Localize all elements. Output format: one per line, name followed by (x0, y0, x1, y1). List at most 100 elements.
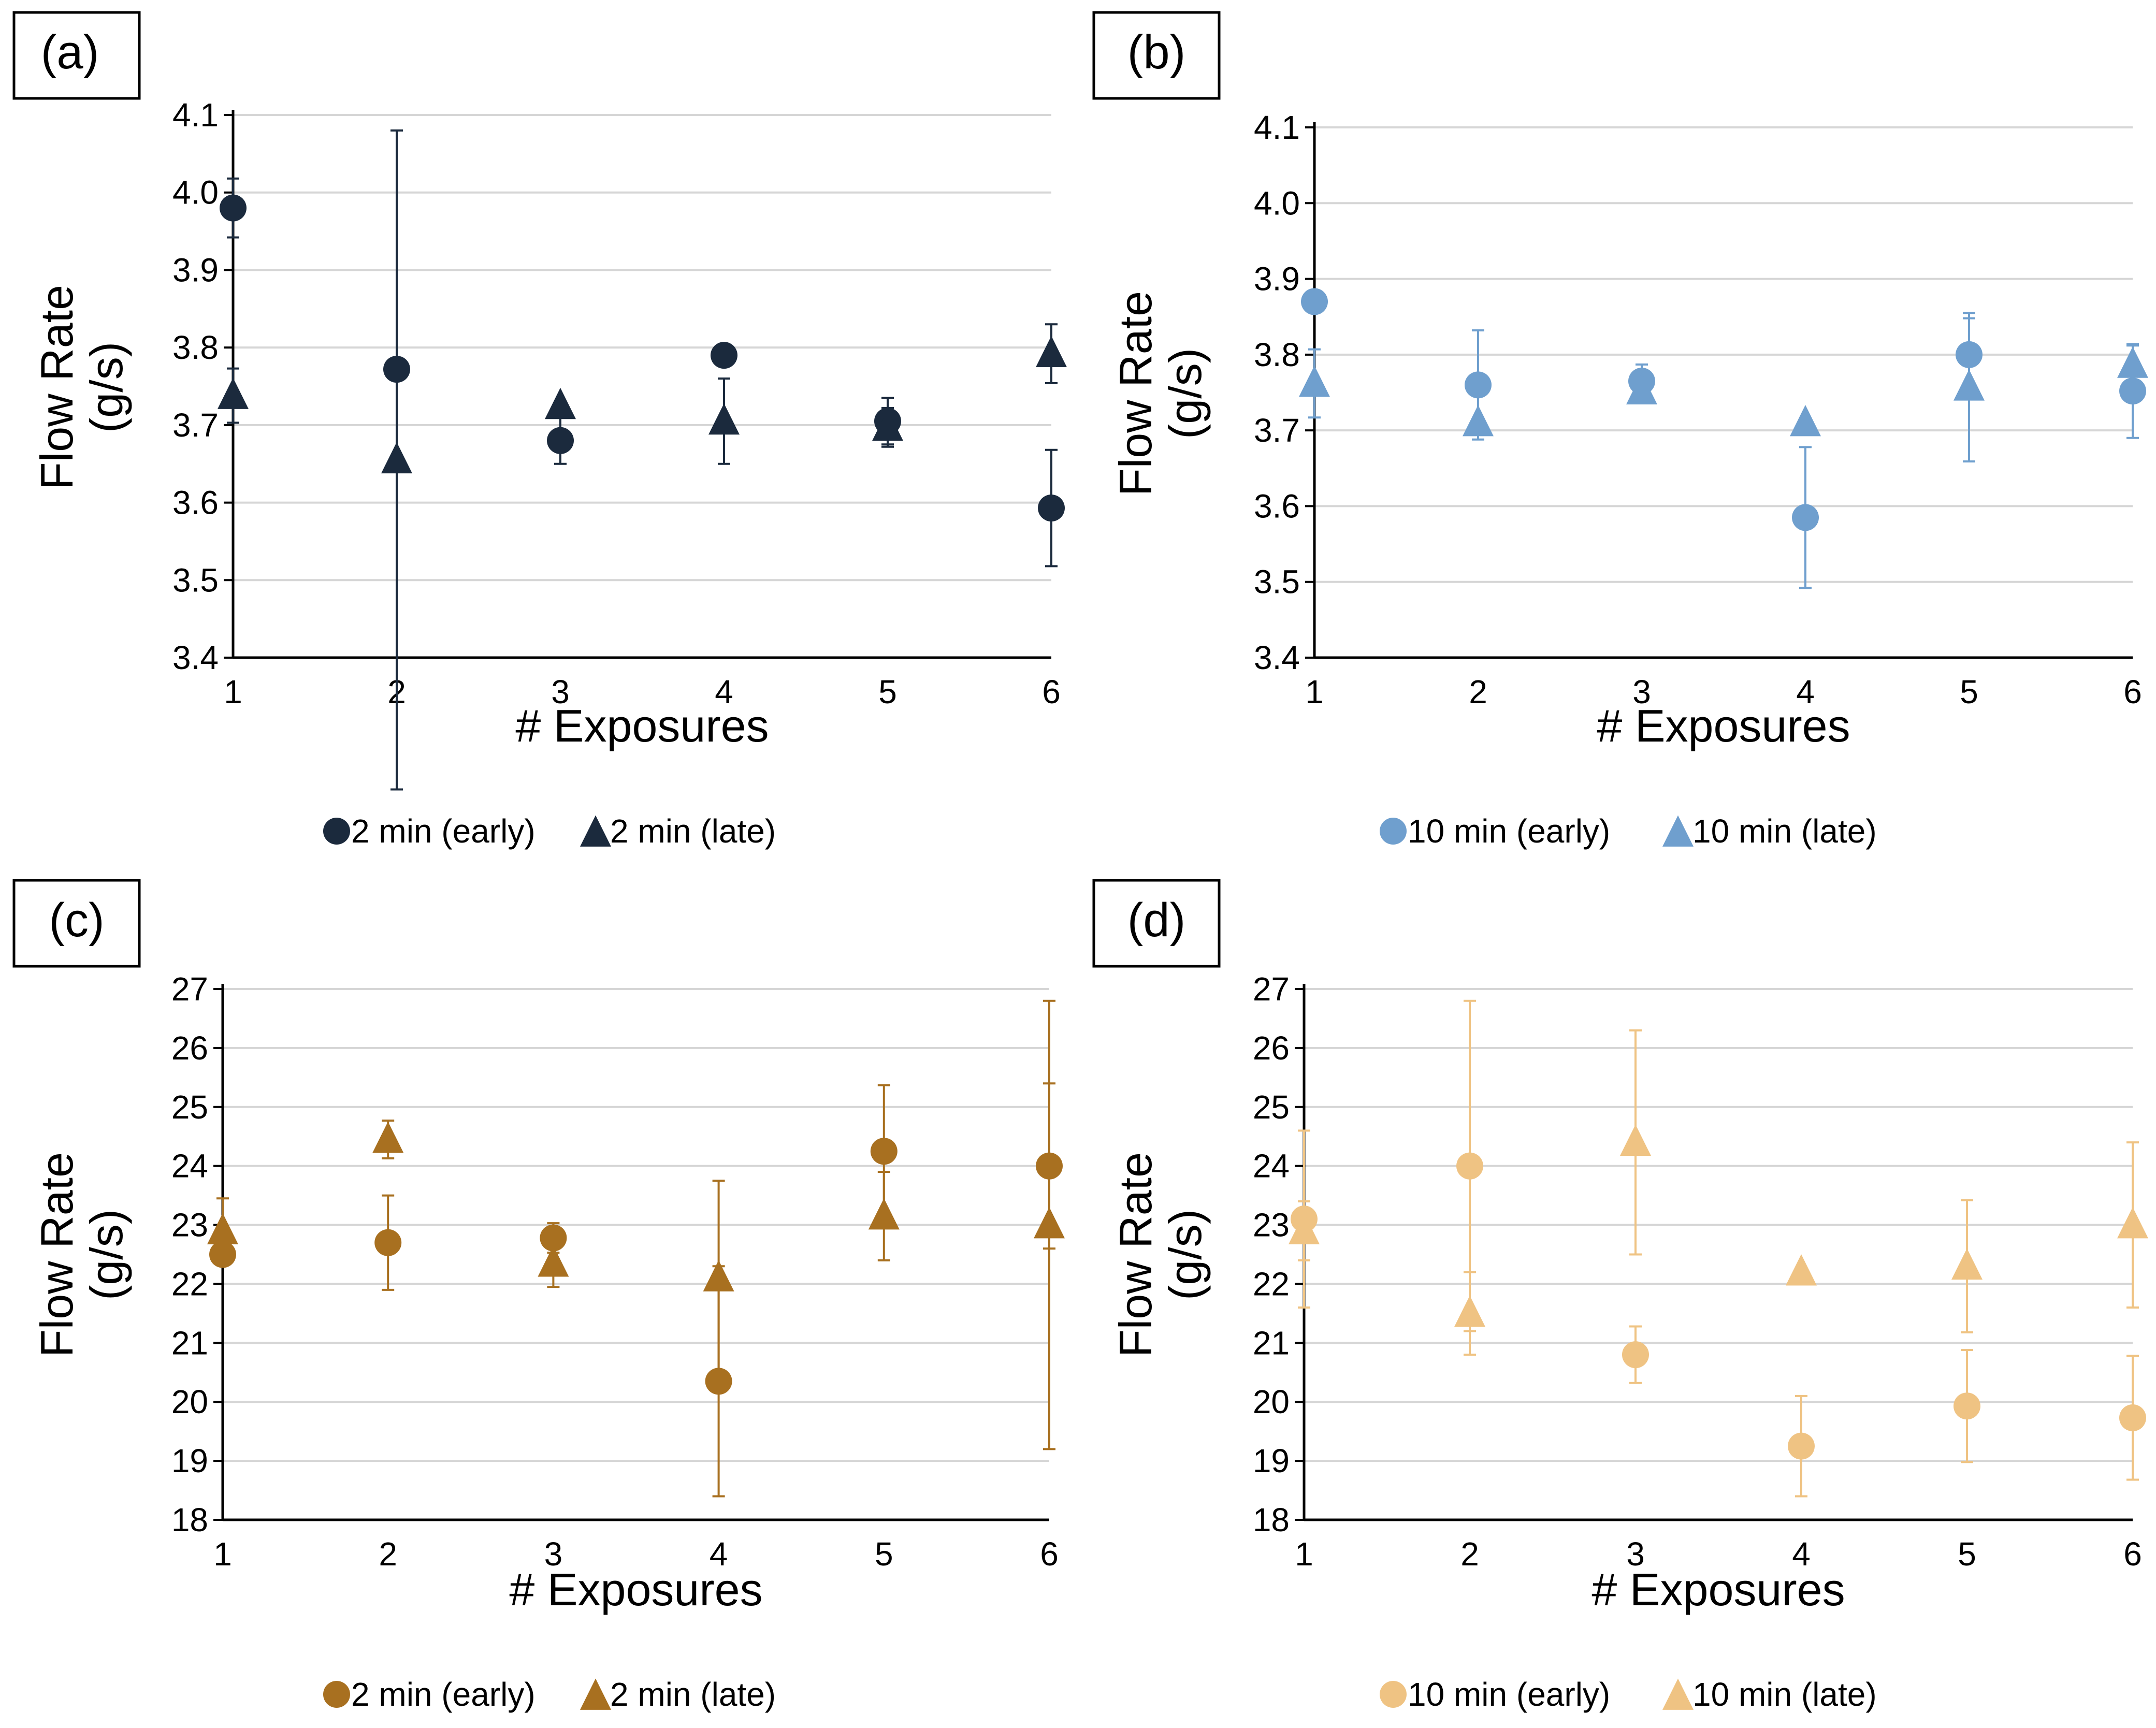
y-tick-label: 3.5 (172, 561, 219, 599)
data-point-triangle (703, 1260, 734, 1291)
y-tick-label: 21 (171, 1324, 208, 1361)
data-point-triangle (708, 403, 740, 435)
legend-label: 2 min (late) (610, 812, 776, 850)
x-axis-title: # Exposures (515, 700, 769, 751)
x-tick-label: 4 (1792, 1535, 1811, 1573)
data-point-triangle (381, 442, 412, 474)
data-point-triangle (1954, 369, 1985, 401)
data-point-triangle (1454, 1295, 1485, 1327)
y-tick-label: 27 (1253, 970, 1290, 1008)
data-point-triangle (1463, 405, 1494, 437)
y-axis-title-line1: Flow Rate (31, 285, 82, 490)
legend-marker-circle (1380, 1681, 1407, 1708)
data-point-circle (1465, 371, 1492, 399)
x-tick-label: 4 (710, 1535, 728, 1573)
data-point-circle (1301, 288, 1328, 315)
x-tick-label: 1 (213, 1535, 232, 1573)
y-tick-label: 3.5 (1254, 563, 1300, 601)
y-axis-title-line2: (g/s) (81, 1209, 132, 1300)
legend-marker-triangle (580, 815, 611, 847)
panel-label-box (1092, 879, 1221, 968)
data-point-triangle (1786, 1254, 1817, 1286)
data-point-circle (540, 1224, 567, 1252)
panel-label-box (1092, 11, 1221, 100)
y-tick-label: 3.9 (1254, 260, 1300, 298)
x-tick-label: 1 (1295, 1535, 1313, 1573)
x-axis-title: # Exposures (1597, 700, 1850, 751)
data-point-triangle (218, 377, 249, 409)
panel-label-box (12, 11, 141, 100)
x-tick-label: 2 (1469, 673, 1487, 710)
y-tick-label: 19 (171, 1442, 208, 1479)
panel-label: (a) (41, 26, 99, 79)
y-tick-label: 3.8 (172, 329, 219, 366)
y-tick-label: 22 (1253, 1265, 1290, 1302)
x-tick-label: 1 (224, 673, 242, 710)
y-tick-label: 26 (1253, 1029, 1290, 1067)
data-point-triangle (1626, 373, 1657, 404)
data-point-triangle (545, 387, 576, 419)
x-tick-label: 6 (2123, 673, 2142, 710)
y-tick-label: 3.4 (1254, 639, 1300, 676)
x-axis-title: # Exposures (509, 1564, 762, 1615)
x-tick-label: 2 (379, 1535, 397, 1573)
data-point-triangle (872, 409, 903, 441)
data-point-triangle (1299, 365, 1330, 397)
y-tick-label: 4.0 (172, 174, 219, 211)
x-tick-label: 4 (715, 673, 733, 710)
y-axis-title: Flow Rate(g/s) (31, 1152, 132, 1357)
data-point-circle (2119, 377, 2146, 405)
data-point-circle (209, 1241, 236, 1268)
panel-label: (c) (49, 894, 104, 947)
y-axis-title-line1: Flow Rate (1110, 291, 1161, 496)
data-point-triangle (2117, 346, 2148, 378)
x-tick-label: 6 (2123, 1535, 2142, 1573)
y-tick-label: 18 (1253, 1501, 1290, 1538)
x-tick-label: 6 (1040, 1535, 1059, 1573)
data-point-triangle (207, 1213, 238, 1244)
y-tick-label: 26 (171, 1029, 208, 1067)
y-tick-label: 22 (171, 1265, 208, 1302)
data-point-circle (383, 356, 410, 383)
legend-marker-triangle (580, 1678, 611, 1710)
data-point-circle (1954, 1392, 1980, 1420)
y-axis-title-line2: (g/s) (1160, 348, 1211, 439)
x-tick-label: 2 (1460, 1535, 1479, 1573)
y-tick-label: 23 (1253, 1207, 1290, 1244)
x-tick-label: 1 (1305, 673, 1324, 710)
legend-marker-triangle (1662, 815, 1694, 847)
data-point-circle (1622, 1341, 1649, 1369)
data-point-triangle (1034, 1207, 1065, 1239)
y-axis-title-line2: (g/s) (81, 342, 132, 433)
legend-label: 10 min (early) (1408, 812, 1610, 850)
x-tick-label: 6 (1042, 673, 1061, 710)
panel-label: (d) (1127, 894, 1185, 947)
legend-marker-circle (1380, 818, 1407, 845)
panel-label: (b) (1127, 26, 1185, 79)
data-point-circle (1788, 1432, 1815, 1460)
data-point-triangle (868, 1198, 900, 1230)
legend-label: 2 min (early) (351, 1676, 536, 1713)
y-axis-title: Flow Rate(g/s) (31, 285, 132, 490)
y-tick-label: 27 (171, 970, 208, 1008)
legend-marker-triangle (1662, 1678, 1694, 1710)
legend-label: 10 min (late) (1692, 1676, 1877, 1713)
y-tick-label: 23 (171, 1207, 208, 1244)
legend-label: 10 min (late) (1692, 812, 1877, 850)
chart-panel-a: (a)3.43.53.63.73.83.94.04.11 2 3 4 5 6# Expos… (12, 11, 1067, 850)
y-axis-title-line2: (g/s) (1160, 1209, 1211, 1300)
y-tick-label: 4.1 (1254, 109, 1300, 146)
legend-label: 10 min (early) (1408, 1676, 1610, 1713)
y-tick-label: 24 (171, 1148, 208, 1185)
y-tick-label: 18 (171, 1501, 208, 1538)
data-point-triangle (1790, 405, 1821, 437)
data-point-triangle (1289, 1213, 1320, 1244)
legend-marker-circle (323, 818, 350, 845)
y-tick-label: 20 (1253, 1383, 1290, 1420)
y-tick-label: 3.7 (172, 406, 219, 444)
data-point-circle (1792, 504, 1819, 531)
x-tick-label: 3 (544, 1535, 563, 1573)
panel-label-box (12, 879, 141, 968)
